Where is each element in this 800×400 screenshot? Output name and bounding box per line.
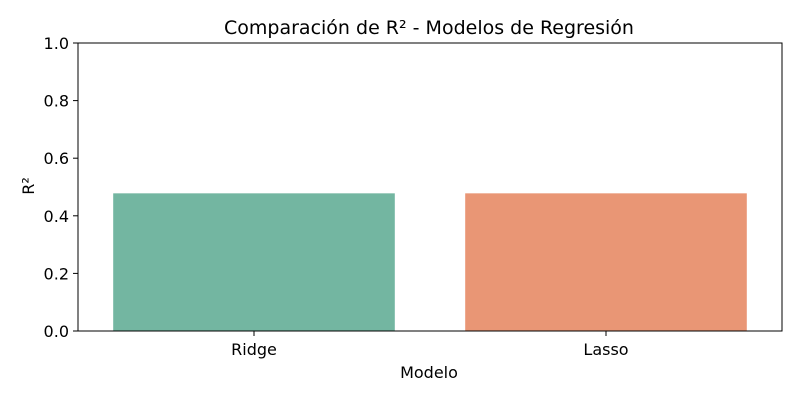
x-tick-label: Ridge xyxy=(231,340,277,359)
y-axis: 0.0 0.2 0.4 0.6 0.8 1.0 xyxy=(44,34,78,341)
plot-area-frame xyxy=(77,42,783,332)
bars-group xyxy=(113,193,747,331)
y-tick-label: 0.2 xyxy=(44,264,69,283)
y-tick-label: 0.4 xyxy=(44,207,69,226)
y-tick-label: 0.8 xyxy=(44,92,69,111)
y-tick-label: 0.0 xyxy=(44,322,69,341)
x-axis-label: Modelo xyxy=(400,363,458,382)
bar-ridge xyxy=(113,193,395,331)
bar-lasso xyxy=(465,193,747,331)
y-axis-label: R² xyxy=(19,177,38,195)
x-tick-label: Lasso xyxy=(583,340,628,359)
y-tick-label: 0.6 xyxy=(44,149,69,168)
y-tick-label: 1.0 xyxy=(44,34,69,53)
x-axis: Ridge Lasso xyxy=(231,331,629,359)
chart-title: Comparación de R² - Modelos de Regresión xyxy=(224,17,634,39)
